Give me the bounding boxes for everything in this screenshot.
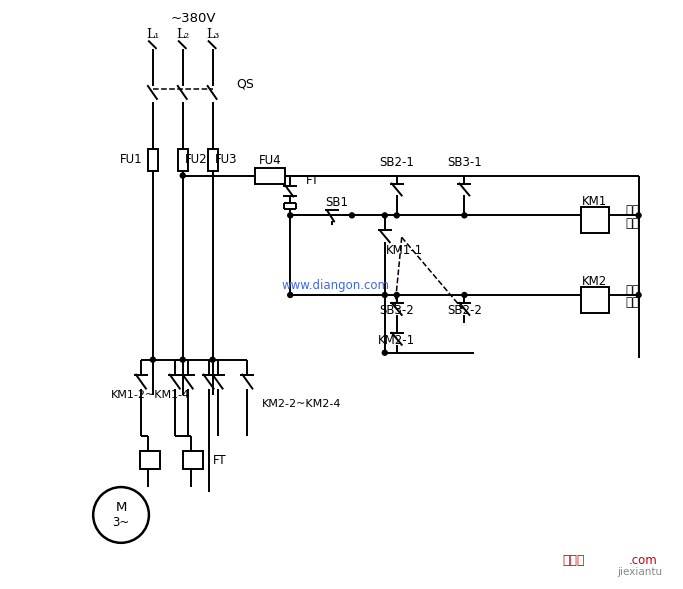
Text: jiexiantu: jiexiantu bbox=[617, 567, 662, 577]
Circle shape bbox=[636, 293, 641, 297]
Text: 控制: 控制 bbox=[626, 217, 640, 230]
Text: 控制: 控制 bbox=[626, 296, 640, 309]
Text: KM1-1: KM1-1 bbox=[386, 244, 423, 257]
Text: FU2: FU2 bbox=[185, 153, 208, 166]
Text: 正转: 正转 bbox=[626, 204, 640, 217]
Text: .com: .com bbox=[629, 554, 658, 567]
Bar bbox=[148, 148, 158, 171]
Text: SB2-1: SB2-1 bbox=[379, 156, 414, 169]
Text: QS: QS bbox=[236, 78, 254, 91]
Text: L₂: L₂ bbox=[176, 28, 189, 41]
Text: 接线图: 接线图 bbox=[563, 554, 585, 567]
Bar bbox=[581, 207, 609, 233]
Text: FT: FT bbox=[306, 174, 320, 187]
Text: FT: FT bbox=[212, 454, 226, 466]
Text: www.diangon.com: www.diangon.com bbox=[281, 279, 389, 292]
Text: KM1: KM1 bbox=[582, 195, 607, 208]
Text: KM1-2~KM1-4: KM1-2~KM1-4 bbox=[111, 389, 191, 399]
Bar bbox=[208, 148, 218, 171]
Circle shape bbox=[93, 487, 149, 543]
Circle shape bbox=[462, 293, 467, 297]
Circle shape bbox=[382, 350, 387, 355]
Text: FU3: FU3 bbox=[215, 153, 238, 166]
Circle shape bbox=[210, 357, 215, 362]
Text: SB2-2: SB2-2 bbox=[447, 305, 482, 317]
Text: FU4: FU4 bbox=[259, 154, 281, 167]
Bar bbox=[255, 168, 285, 184]
Circle shape bbox=[350, 213, 354, 218]
Circle shape bbox=[636, 213, 641, 218]
Text: KM2-1: KM2-1 bbox=[378, 335, 415, 348]
Circle shape bbox=[382, 293, 387, 297]
Circle shape bbox=[462, 213, 467, 218]
Text: KM2: KM2 bbox=[582, 274, 607, 287]
Text: 反转: 反转 bbox=[626, 283, 640, 296]
Text: KM2-2~KM2-4: KM2-2~KM2-4 bbox=[262, 399, 342, 409]
Circle shape bbox=[382, 213, 387, 218]
Circle shape bbox=[180, 357, 185, 362]
Bar bbox=[178, 148, 188, 171]
Circle shape bbox=[288, 293, 293, 297]
Circle shape bbox=[288, 213, 293, 218]
Text: SB3-2: SB3-2 bbox=[379, 305, 414, 317]
Bar bbox=[183, 451, 203, 469]
Circle shape bbox=[150, 357, 155, 362]
Text: L₃: L₃ bbox=[206, 28, 219, 41]
Text: SB1: SB1 bbox=[326, 196, 348, 209]
Circle shape bbox=[394, 293, 400, 297]
Circle shape bbox=[394, 213, 400, 218]
Text: M: M bbox=[115, 501, 127, 514]
Text: ~380V: ~380V bbox=[171, 12, 217, 25]
Text: SB3-1: SB3-1 bbox=[447, 156, 482, 169]
Bar bbox=[581, 287, 609, 313]
Circle shape bbox=[180, 173, 185, 178]
Text: L₁: L₁ bbox=[146, 28, 160, 41]
Text: 3~: 3~ bbox=[113, 517, 130, 530]
Bar bbox=[140, 451, 160, 469]
Text: FU1: FU1 bbox=[120, 153, 142, 166]
